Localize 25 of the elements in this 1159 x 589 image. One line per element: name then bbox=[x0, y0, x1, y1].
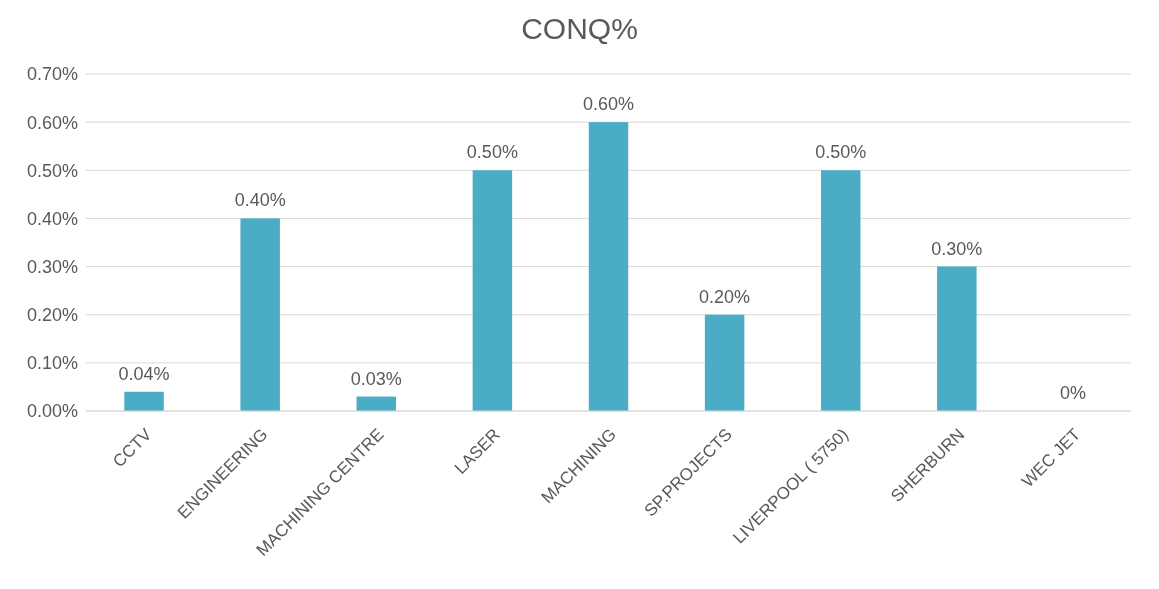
y-tick-label: 0.00% bbox=[26, 401, 78, 422]
y-tick-label: 0.50% bbox=[26, 160, 78, 181]
data-label: 0.50% bbox=[815, 142, 867, 163]
y-tick-label: 0.40% bbox=[26, 208, 78, 229]
data-label: 0.60% bbox=[582, 94, 635, 115]
data-label: 0.30% bbox=[931, 238, 983, 259]
data-label: 0.50% bbox=[466, 142, 518, 163]
bar bbox=[704, 314, 745, 411]
data-label: 0.40% bbox=[234, 190, 286, 211]
y-tick-label: 0.30% bbox=[26, 256, 78, 277]
bar bbox=[820, 170, 861, 411]
y-tick-label: 0.20% bbox=[26, 305, 78, 326]
y-tick-label: 0.60% bbox=[26, 112, 78, 133]
bar bbox=[472, 170, 513, 411]
data-label: 0.04% bbox=[118, 363, 170, 384]
chart-title: CONQ% bbox=[520, 11, 639, 47]
bar bbox=[124, 391, 164, 411]
bar bbox=[588, 122, 629, 411]
bar bbox=[937, 266, 977, 411]
y-tick-label: 0.70% bbox=[26, 64, 78, 85]
y-tick-label: 0.10% bbox=[26, 353, 78, 374]
bar bbox=[240, 218, 280, 411]
data-label: 0% bbox=[1059, 383, 1086, 403]
data-label: 0.20% bbox=[699, 286, 751, 307]
data-label: 0.03% bbox=[350, 368, 402, 389]
